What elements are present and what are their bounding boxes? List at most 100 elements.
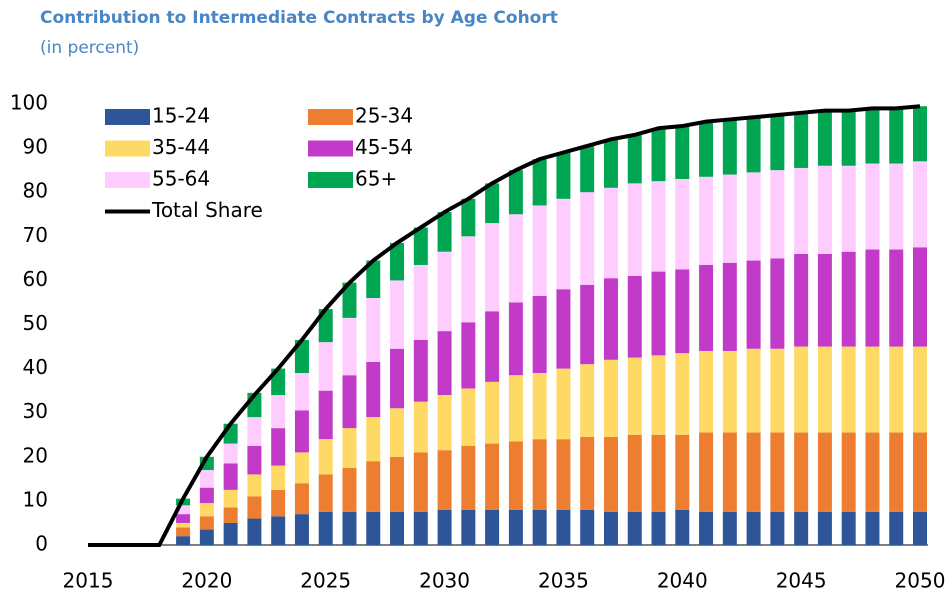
- bar-segment: [794, 346, 809, 433]
- bar-segment: [746, 260, 761, 349]
- bar-segment: [651, 128, 666, 182]
- bar-segment: [199, 487, 214, 504]
- bar-segment: [627, 434, 642, 512]
- bar-segment: [508, 441, 523, 510]
- bar-segment: [699, 350, 714, 433]
- bar-segment: [699, 121, 714, 177]
- x-tick-label: 2025: [300, 569, 351, 593]
- bar-segment: [342, 511, 357, 545]
- bar-segment: [699, 511, 714, 545]
- chart-title: Contribution to Intermediate Contracts b…: [40, 8, 558, 28]
- bar-segment: [627, 134, 642, 184]
- bar-segment: [199, 503, 214, 517]
- bar-segment: [746, 432, 761, 512]
- bar-segment: [722, 119, 737, 175]
- bar-segment: [603, 436, 618, 512]
- x-tick-label: 2015: [63, 569, 114, 593]
- x-tick-label: 2035: [538, 569, 589, 593]
- bar-segment: [461, 509, 476, 545]
- bar-segment: [199, 529, 214, 545]
- bar-segment: [247, 445, 262, 475]
- bar-segment: [366, 260, 381, 299]
- y-tick-label: 50: [23, 311, 48, 335]
- bar-segment: [199, 470, 214, 488]
- bar-segment: [342, 375, 357, 429]
- line: [88, 104, 921, 547]
- bar-segment: [508, 509, 523, 545]
- bar-segment: [865, 108, 880, 164]
- bar-segment: [770, 348, 785, 433]
- bar-segment: [841, 346, 856, 433]
- bar-segment: [366, 461, 381, 512]
- bar-segment: [580, 284, 595, 365]
- bar-segment: [342, 467, 357, 512]
- bar-segment: [746, 348, 761, 433]
- bar-segment: [485, 381, 500, 444]
- bar-segment: [889, 108, 904, 164]
- bar-segment: [271, 489, 286, 517]
- bar-segment: [913, 511, 927, 545]
- bar-segment: [247, 474, 262, 497]
- bar-segment: [318, 439, 333, 475]
- bar-segment: [627, 275, 642, 358]
- bar-segment: [413, 264, 428, 340]
- bar-segment: [508, 375, 523, 442]
- bar-segment: [342, 317, 357, 376]
- bar-segment: [794, 511, 809, 545]
- bar-segment: [817, 511, 832, 545]
- bar-segment: [223, 489, 238, 508]
- bar-segment: [841, 432, 856, 512]
- bar-segment: [485, 443, 500, 510]
- bar-segment: [770, 258, 785, 349]
- bar-segment: [318, 309, 333, 343]
- bar-segment: [794, 112, 809, 168]
- bar-segment: [485, 183, 500, 224]
- legend-swatch: [105, 140, 150, 157]
- bar-segment: [865, 511, 880, 545]
- bar-segment: [390, 280, 405, 349]
- bar-segment: [913, 247, 927, 347]
- bar-segment: [556, 368, 571, 440]
- x-tick-label: 2040: [657, 569, 708, 593]
- bar-segment: [865, 249, 880, 347]
- bar-segment: [437, 212, 452, 252]
- bar-segment: [318, 390, 333, 440]
- y-tick-label: 100: [10, 91, 48, 115]
- bar-segment: [390, 242, 405, 281]
- bar-segment: [675, 178, 690, 270]
- bar-segment: [889, 511, 904, 545]
- y-tick-label: 70: [23, 223, 48, 247]
- bar-segment: [817, 253, 832, 347]
- bar-segment: [770, 432, 785, 512]
- bar-segment: [437, 509, 452, 545]
- legend-label: 55-64: [152, 167, 210, 191]
- legend-label: 45-54: [355, 135, 413, 159]
- bar-segment: [390, 511, 405, 545]
- bar-segment: [294, 373, 309, 411]
- bar-segment: [889, 163, 904, 250]
- y-tick-label: 60: [23, 267, 48, 291]
- bar-segment: [889, 432, 904, 512]
- bar-segment: [485, 509, 500, 545]
- bar-segment: [271, 516, 286, 545]
- legend-swatch: [308, 172, 353, 188]
- bar-segment: [176, 505, 191, 515]
- bar-segment: [794, 432, 809, 512]
- bar-segment: [722, 174, 737, 263]
- bar-segment: [342, 428, 357, 468]
- legend-label: Total Share: [151, 198, 263, 222]
- bar-segment: [556, 152, 571, 199]
- bar-segment: [651, 271, 666, 356]
- bar-segment: [461, 322, 476, 389]
- legend-swatch: [105, 172, 150, 188]
- bar-segment: [294, 339, 309, 374]
- bar-segment: [294, 452, 309, 484]
- y-tick-label: 20: [23, 443, 48, 467]
- bar-segment: [461, 236, 476, 323]
- y-tick-label: 90: [23, 135, 48, 159]
- bar-segment: [603, 278, 618, 360]
- bar-segment: [271, 465, 286, 490]
- bar-segment: [413, 401, 428, 453]
- bar-segment: [675, 353, 690, 435]
- bar-segment: [746, 117, 761, 173]
